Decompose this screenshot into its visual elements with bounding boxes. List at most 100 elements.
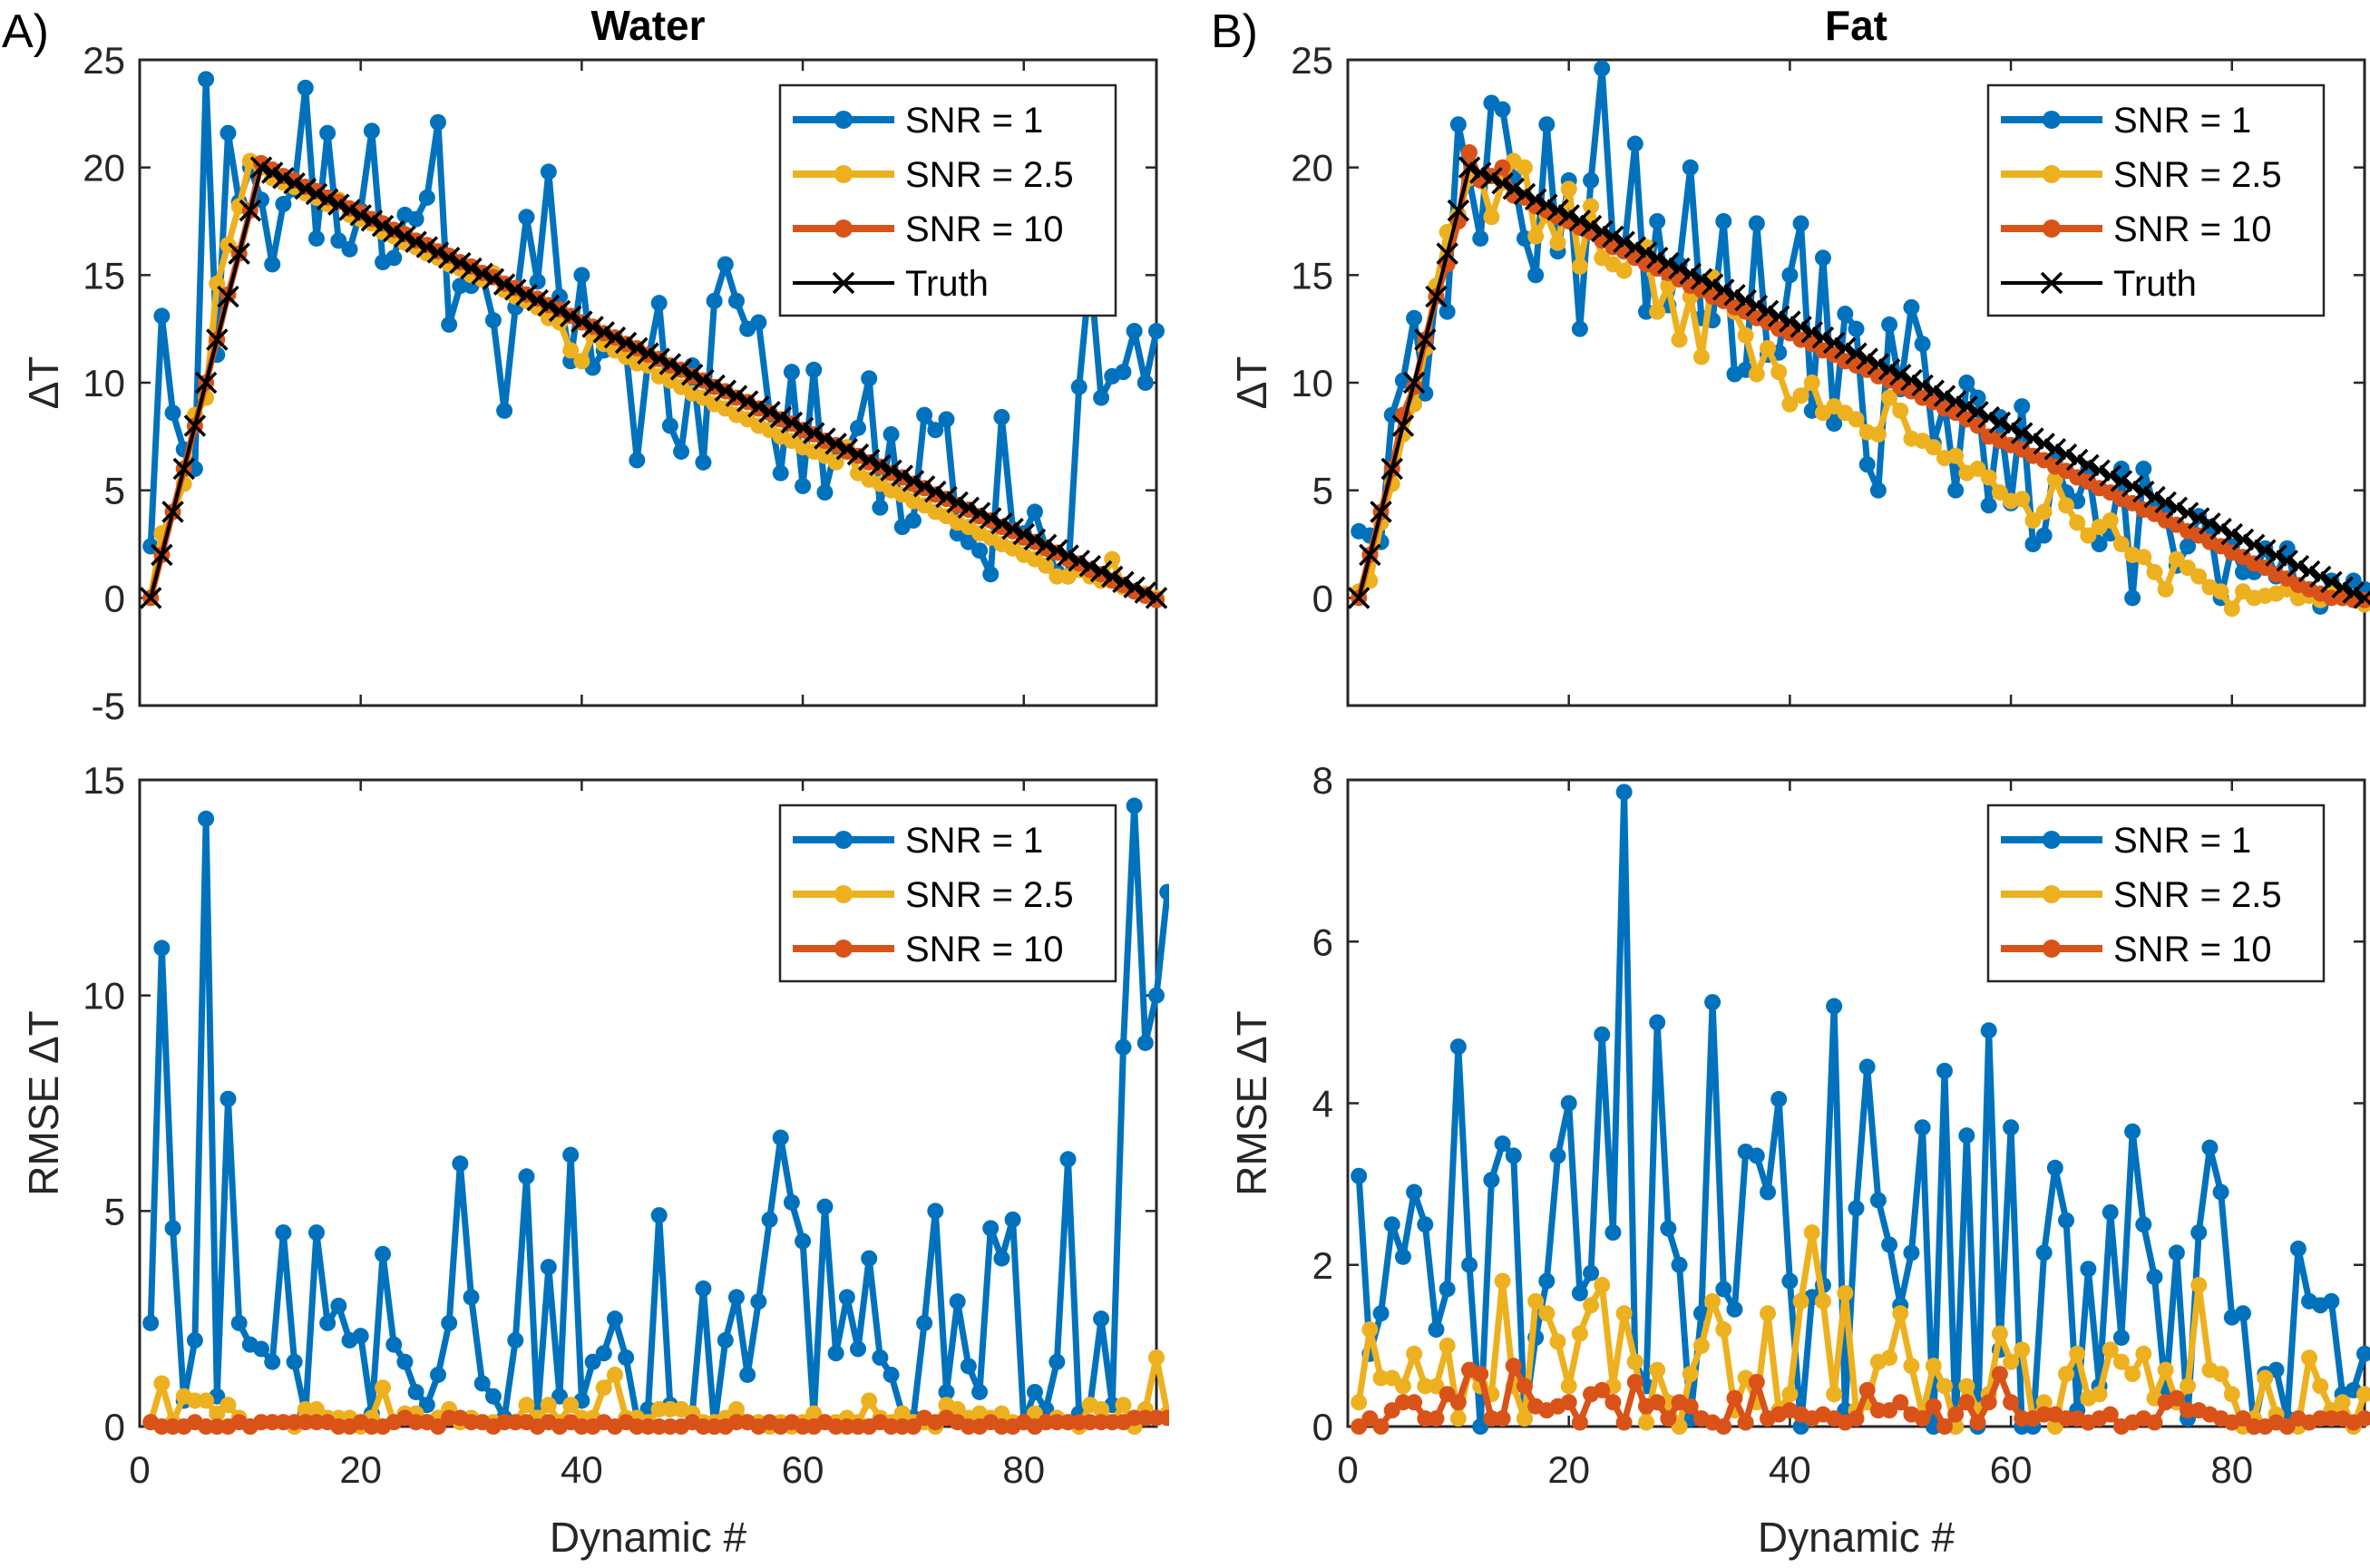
data-point	[1115, 1038, 1132, 1056]
data-point-x	[1068, 550, 1090, 572]
data-point	[2180, 538, 2197, 555]
data-point	[1472, 229, 1489, 247]
legend-marker-x	[2040, 271, 2063, 295]
data-point-x	[394, 225, 416, 248]
data-point	[1682, 1398, 1699, 1415]
data-point	[1594, 60, 1611, 77]
data-point-x	[1701, 273, 1724, 296]
data-point-x	[912, 475, 936, 498]
data-point	[1136, 375, 1154, 391]
data-point-x	[2231, 528, 2255, 551]
data-point	[562, 342, 580, 359]
data-point	[198, 1392, 215, 1409]
data-point	[330, 1297, 347, 1314]
data-point	[518, 1397, 535, 1414]
data-point-x	[681, 363, 704, 386]
data-point-x	[2176, 502, 2199, 524]
data-point	[1682, 1366, 1699, 1383]
legend-marker	[2043, 885, 2061, 903]
data-point	[2035, 527, 2053, 544]
data-point	[1792, 1292, 1809, 1310]
data-point-x	[249, 156, 273, 179]
data-point-x	[1955, 395, 1978, 418]
legend-marker	[2043, 219, 2061, 238]
data-point	[2323, 1292, 2340, 1310]
data-point	[982, 566, 1000, 583]
data-point	[1914, 336, 1931, 353]
data-point-x	[371, 214, 395, 238]
legend-item: Truth	[793, 264, 989, 304]
data-point	[904, 1418, 922, 1435]
data-point	[1560, 1378, 1577, 1395]
plot-area	[139, 71, 1168, 609]
data-point	[795, 477, 812, 494]
data-point-x	[383, 219, 405, 243]
y-tick-label: 25	[1291, 39, 1333, 82]
data-point-x	[824, 433, 847, 455]
data-point	[1527, 267, 1545, 284]
data-point	[2212, 1183, 2229, 1201]
plot-area	[1351, 784, 2370, 1435]
data-point-x	[2320, 570, 2343, 593]
data-point	[1814, 249, 1831, 267]
data-point-x	[1845, 342, 1868, 365]
data-point	[1792, 387, 1809, 404]
series-snr-10	[142, 1409, 1169, 1435]
data-point	[1136, 1034, 1154, 1051]
data-point	[2135, 549, 2152, 566]
data-point	[562, 1397, 580, 1414]
data-point-x	[1134, 581, 1157, 604]
data-point-x	[669, 358, 693, 381]
data-point	[1737, 1414, 1754, 1431]
data-point-x	[1458, 156, 1481, 179]
data-point	[606, 1310, 623, 1328]
data-point	[1715, 1321, 1732, 1339]
data-point-x	[2165, 496, 2189, 519]
data-point	[1991, 484, 2008, 502]
data-point	[1449, 1038, 1467, 1056]
data-point-x	[979, 507, 1002, 530]
data-point	[1892, 402, 1909, 419]
data-point-x	[2187, 507, 2210, 530]
data-point	[2124, 1366, 2141, 1383]
data-point	[717, 1331, 734, 1349]
data-point	[2112, 460, 2130, 477]
series-truth	[139, 156, 1168, 609]
data-point	[629, 452, 646, 469]
legend-label: SNR = 10	[905, 930, 1064, 969]
x-tick-label: 20	[1547, 1448, 1590, 1491]
data-point-x	[460, 257, 483, 280]
data-point	[1792, 215, 1809, 232]
data-point	[872, 1349, 889, 1366]
data-point	[1626, 1373, 1643, 1390]
data-point	[717, 256, 734, 273]
data-point	[893, 1405, 911, 1422]
data-point	[1159, 883, 1169, 901]
data-point-x	[1811, 326, 1835, 349]
data-point-x	[2254, 539, 2277, 561]
data-point	[960, 533, 977, 550]
data-point-x	[1546, 199, 1569, 221]
data-point	[1093, 389, 1110, 406]
data-point	[2035, 1394, 2053, 1411]
data-point	[2069, 1345, 2086, 1362]
data-point	[1439, 303, 1456, 320]
data-point	[1760, 1183, 1777, 1201]
data-point	[1527, 228, 1545, 245]
data-point	[2212, 583, 2229, 600]
data-point-x	[194, 371, 218, 394]
data-point	[307, 1400, 325, 1417]
data-point	[219, 1397, 237, 1414]
data-point-x	[2353, 587, 2370, 609]
data-point-x	[1867, 353, 1890, 375]
data-point	[916, 1314, 933, 1331]
data-point-x	[316, 188, 339, 211]
data-point	[2102, 1406, 2119, 1423]
legend-label: SNR = 2.5	[2113, 155, 2282, 195]
data-point-x	[1046, 539, 1068, 561]
data-point-x	[1712, 278, 1735, 301]
data-point	[971, 542, 989, 560]
data-point-x	[1779, 310, 1801, 333]
data-point	[1383, 1216, 1400, 1233]
data-point	[695, 453, 712, 471]
